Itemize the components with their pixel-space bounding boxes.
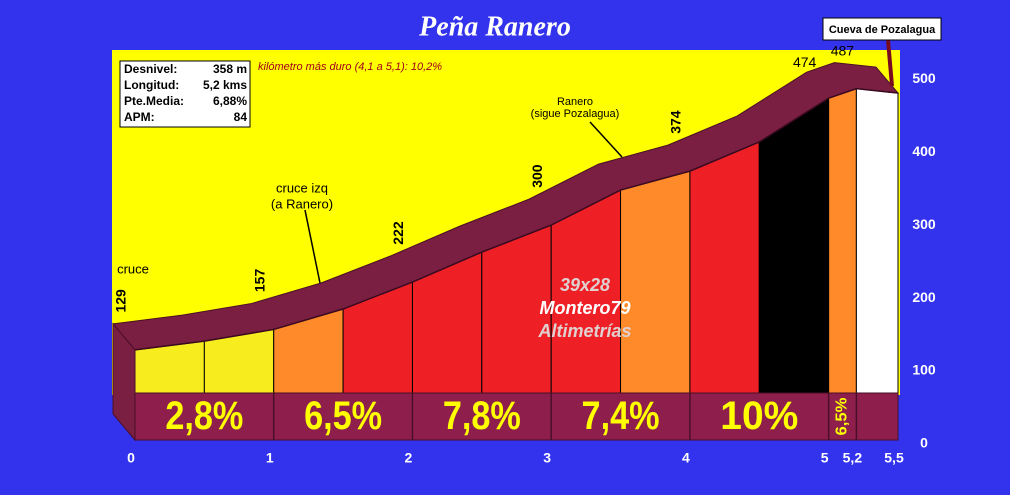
elevation-label: 157 xyxy=(251,269,267,293)
elevation-label: 300 xyxy=(529,164,545,188)
profile-segment xyxy=(620,170,691,394)
info-label: Longitud: xyxy=(124,78,179,92)
y-tick-label: 200 xyxy=(912,289,936,305)
annotation: Ranero xyxy=(557,96,593,108)
info-value: 5,2 kms xyxy=(203,78,247,92)
info-label: Pte.Media: xyxy=(124,94,184,108)
x-tick-label: 0 xyxy=(127,450,135,466)
profile-segment xyxy=(689,141,760,394)
callout-label: Cueva de Pozalagua xyxy=(829,24,936,36)
y-tick-label: 100 xyxy=(912,362,936,378)
profile-segment xyxy=(855,88,899,394)
info-label: Desnivel: xyxy=(124,62,177,76)
y-tick-label: 500 xyxy=(912,70,936,86)
elevation-label: 474 xyxy=(793,54,817,70)
elevation-label: 129 xyxy=(113,289,129,313)
gradient-label: 7,4% xyxy=(582,394,660,438)
gradient-label: 10% xyxy=(720,394,798,438)
x-tick-label: 1 xyxy=(266,450,274,466)
watermark: Montero79 xyxy=(539,298,630,318)
x-tick-label: 5,2 xyxy=(843,450,863,466)
info-value: 358 m xyxy=(213,62,247,76)
gradient-label: 6,5% xyxy=(304,394,382,438)
info-value: 84 xyxy=(234,110,248,124)
info-label: APM: xyxy=(124,110,155,124)
y-tick-label: 400 xyxy=(912,143,936,159)
elevation-label: 487 xyxy=(831,42,855,58)
annotation: cruce izq xyxy=(276,180,328,195)
x-tick-label: 5,5 xyxy=(884,450,904,466)
subtitle: kilómetro más duro (4,1 a 5,1): 10,2% xyxy=(258,61,442,73)
x-tick-label: 4 xyxy=(682,450,690,466)
elevation-label: 222 xyxy=(390,221,406,245)
callout-pointer xyxy=(886,39,894,87)
watermark: Altimetrías xyxy=(537,321,631,341)
x-tick-label: 3 xyxy=(543,450,551,466)
info-box xyxy=(119,60,251,128)
annotation: (a Ranero) xyxy=(271,196,333,211)
profile-segment xyxy=(758,97,830,394)
annotation: cruce xyxy=(117,261,149,276)
profile-line xyxy=(134,87,899,351)
callout-box xyxy=(822,17,942,41)
profile-segment xyxy=(828,87,857,394)
gradient-label: 7,8% xyxy=(443,394,521,438)
chart-title: Peña Ranero xyxy=(418,11,571,42)
y-tick-label: 0 xyxy=(920,435,928,451)
x-tick-label: 5 xyxy=(821,450,829,466)
watermark: 39x28 xyxy=(560,275,610,295)
gradient-label: 6,5% xyxy=(834,398,851,436)
annotation-pointer xyxy=(304,209,321,284)
elevation-label: 374 xyxy=(668,110,684,134)
y-tick-label: 300 xyxy=(912,216,936,232)
base xyxy=(134,392,899,441)
annotation: (sigue Pozalagua) xyxy=(531,108,620,120)
info-value: 6,88% xyxy=(213,94,247,108)
gradient-label: 2,8% xyxy=(165,394,243,438)
annotation-pointer xyxy=(589,121,623,158)
x-tick-label: 2 xyxy=(405,450,413,466)
